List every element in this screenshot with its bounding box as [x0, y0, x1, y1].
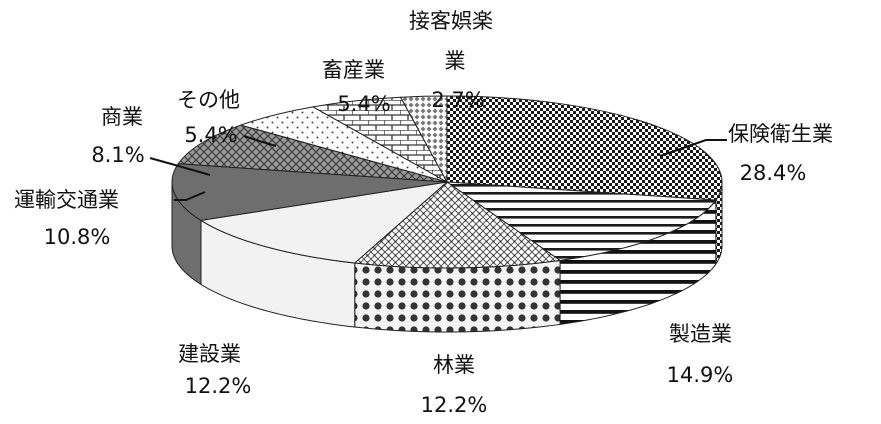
pie-top-surface	[171, 95, 723, 269]
label-ringyo: 林業	[433, 353, 475, 377]
pie-side-ringyo	[354, 259, 561, 333]
value-sekkyaku: 2.7%	[431, 88, 484, 112]
label-chikusan: 畜産業	[322, 58, 385, 82]
label-hoken-eisei: 保険衛生業	[728, 122, 833, 146]
label-seizo: 製造業	[669, 322, 732, 346]
pie-slice-seizo	[445, 181, 717, 261]
leader-hoken-eisei	[659, 139, 727, 157]
value-chikusan: 5.4%	[337, 92, 390, 116]
value-hoken-eisei: 28.4%	[740, 161, 807, 185]
pie-side-walls	[171, 181, 723, 333]
pie-slice-kensetsu	[199, 181, 449, 264]
value-unyu: 10.8%	[44, 225, 111, 249]
label-sonota: その他	[177, 88, 240, 112]
pie-slice-unyu	[171, 163, 448, 221]
label-sekkyaku-line1: 接客娯楽	[409, 9, 493, 33]
pie-slice-sekkyaku	[399, 95, 448, 183]
leader-sonota	[243, 135, 277, 147]
value-shogyo: 8.1%	[91, 143, 144, 167]
label-kensetsu: 建設業	[178, 342, 241, 366]
pie-slice-hoken-eisei	[446, 95, 723, 201]
leader-unyu	[174, 191, 206, 201]
leader-lines	[149, 135, 727, 201]
label-sekkyaku-line2: 業	[445, 49, 466, 73]
value-ringyo: 12.2%	[421, 393, 488, 417]
leader-shogyo	[149, 157, 211, 176]
pie-slice-shogyo	[177, 124, 448, 183]
value-kensetsu: 12.2%	[185, 374, 252, 398]
label-shogyo: 商業	[101, 105, 143, 129]
label-unyu: 運輸交通業	[14, 188, 119, 212]
value-seizo: 14.9%	[667, 363, 734, 387]
value-sonota: 5.4%	[184, 123, 237, 147]
pie-slice-ringyo	[353, 181, 562, 269]
